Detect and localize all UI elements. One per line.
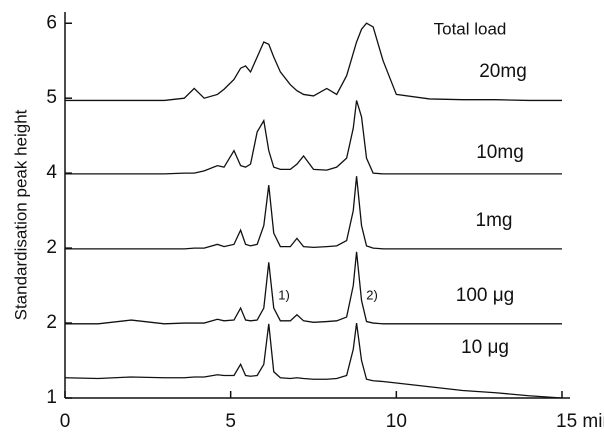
- trace: [64, 322, 563, 399]
- series-label: 1mg: [476, 210, 513, 231]
- y-tick-label: 1: [46, 387, 57, 408]
- y-tick-label: 2: [46, 237, 57, 258]
- x-tick-label: 10: [386, 411, 407, 432]
- series-label: 10 μg: [461, 337, 509, 358]
- x-tick-label: 0: [60, 411, 71, 432]
- x-tick-label: 15 min: [556, 411, 604, 432]
- trace: [65, 176, 562, 250]
- y-tick-label: 2: [46, 312, 57, 333]
- trace: [65, 251, 562, 325]
- series-label: 100 μg: [456, 285, 515, 306]
- trace: [65, 22, 562, 102]
- legend-title: Total load: [434, 19, 507, 38]
- series-label: 20mg: [479, 61, 527, 82]
- y-tick-label: 4: [46, 162, 57, 183]
- x-tick-label: 5: [225, 411, 236, 432]
- trace: [65, 100, 562, 175]
- series-label: 10mg: [476, 142, 524, 163]
- y-tick-label: 5: [46, 87, 57, 108]
- annotation: 1): [278, 287, 290, 302]
- y-axis-label: Standardisation peak height: [11, 109, 30, 320]
- y-tick-label: 6: [46, 12, 57, 33]
- annotation: 2): [366, 287, 378, 302]
